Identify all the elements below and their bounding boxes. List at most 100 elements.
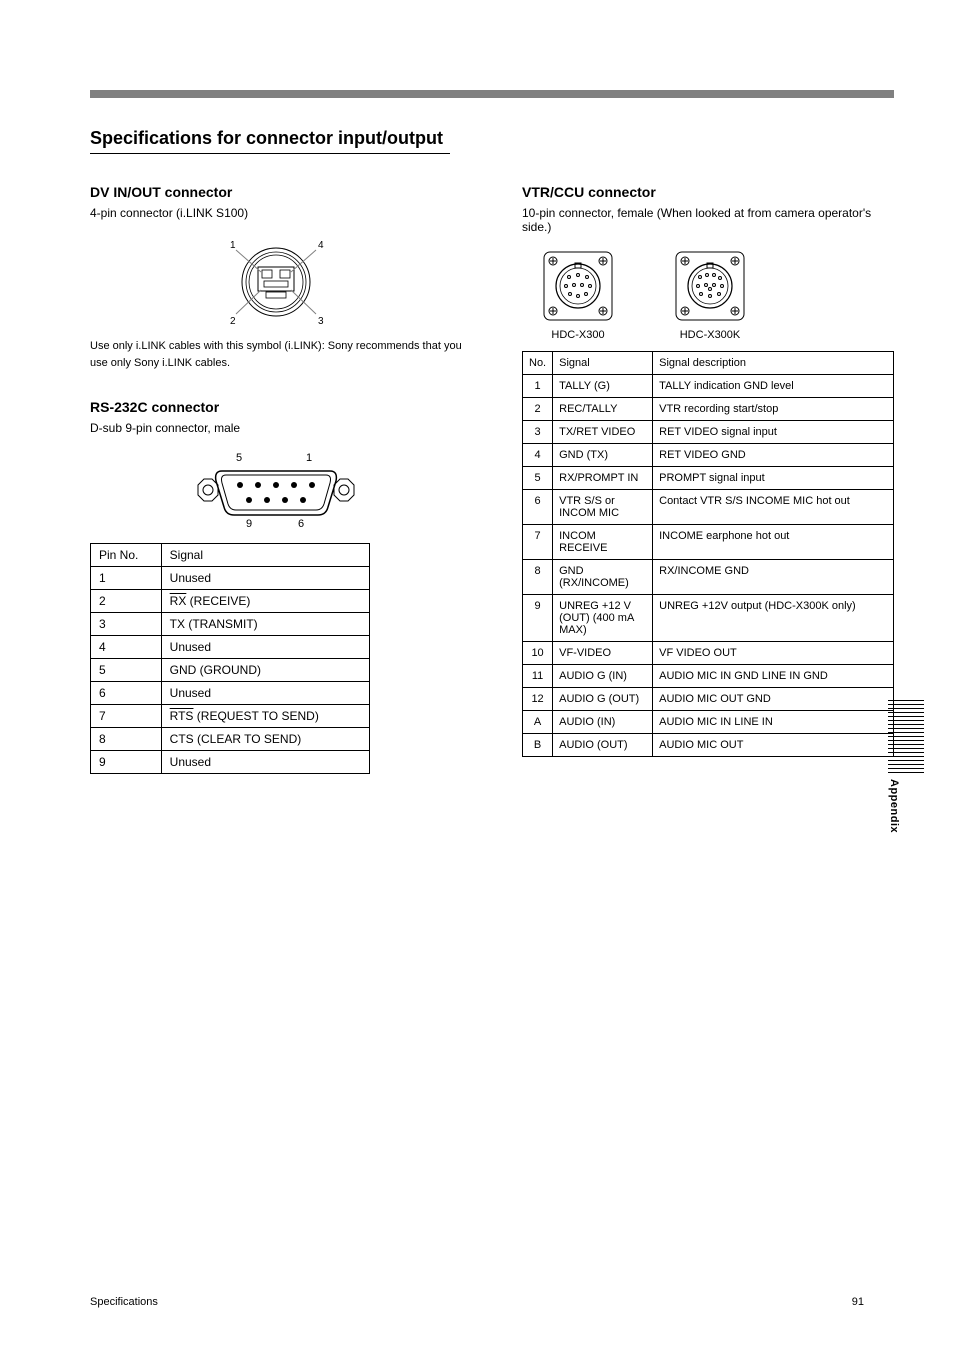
rs232-cell-pin: 2 — [91, 590, 162, 613]
vtr-connector-row: HDC-X300 — [522, 250, 894, 341]
vtr-cell-no: B — [523, 734, 553, 757]
vtr-conn-a-svg — [542, 250, 614, 322]
rs232-cell-pin: 1 — [91, 567, 162, 590]
rs232-label-9: 9 — [246, 518, 252, 530]
rs232-cell-pin: 5 — [91, 659, 162, 682]
footer-right: 91 — [852, 1296, 864, 1308]
rs232-cell-pin: 3 — [91, 613, 162, 636]
vtr-cell-no: 2 — [523, 398, 553, 421]
top-rule — [90, 90, 894, 98]
dv-pin2-label: 2 — [230, 316, 236, 327]
vtr-cell-no: 12 — [523, 688, 553, 711]
footer: Specifications 91 — [90, 1296, 864, 1308]
rs232-cell-signal: RTS (REQUEST TO SEND) — [161, 705, 369, 728]
rs232-cell-pin: 4 — [91, 636, 162, 659]
vtr-cell-signal: VTR S/S or INCOM MIC — [553, 490, 653, 525]
vtr-cell-desc: AUDIO MIC OUT GND — [653, 688, 894, 711]
vtr-cell-desc: PROMPT signal input — [653, 467, 894, 490]
side-tab: Appendix — [888, 700, 924, 833]
rs232-cell-pin: 6 — [91, 682, 162, 705]
vtr-cell-signal: TX/RET VIDEO — [553, 421, 653, 444]
dv-pin4-label: 4 — [318, 240, 324, 251]
vtr-cell-desc: Contact VTR S/S INCOME MIC hot out — [653, 490, 894, 525]
rs232-cell-signal: Unused — [161, 682, 369, 705]
vtr-cell-no: 8 — [523, 560, 553, 595]
footer-left: Specifications — [90, 1296, 158, 1308]
vtr-cell-no: 4 — [523, 444, 553, 467]
vtr-cell-no: 5 — [523, 467, 553, 490]
rs232-label-5: 5 — [236, 452, 242, 464]
dv-pin1-label: 1 — [230, 240, 236, 251]
vtr-cell-signal: AUDIO (IN) — [553, 711, 653, 734]
vtr-conn-b-svg — [674, 250, 746, 322]
vtr-cell-signal: GND (RX/INCOME) — [553, 560, 653, 595]
vtr-cell-desc: VF VIDEO OUT — [653, 642, 894, 665]
rs232-cell-signal: Unused — [161, 567, 369, 590]
vtr-cell-no: 3 — [523, 421, 553, 444]
vtr-cell-signal: REC/TALLY — [553, 398, 653, 421]
vtr-cell-signal: INCOM RECEIVE — [553, 525, 653, 560]
dv-connector-diagram: 1 4 2 3 — [206, 232, 346, 332]
dv-sub: 4-pin connector (i.LINK S100) — [90, 206, 462, 220]
vtr-table: No. Signal Signal description 1TALLY (G)… — [522, 351, 894, 757]
side-tab-stripes — [888, 700, 924, 773]
vtr-cell-signal: AUDIO G (IN) — [553, 665, 653, 688]
rs232-label-1: 1 — [306, 452, 312, 464]
vtr-cell-signal: UNREG +12 V (OUT) (400 mA MAX) — [553, 595, 653, 642]
rs232-sub: D-sub 9-pin connector, male — [90, 421, 462, 435]
vtr-heading: VTR/CCU connector — [522, 184, 894, 200]
vtr-cell-desc: TALLY indication GND level — [653, 375, 894, 398]
rs232-cell-signal: CTS (CLEAR TO SEND) — [161, 728, 369, 751]
section-title: Specifications for connector input/outpu… — [90, 128, 450, 154]
vtr-cell-signal: AUDIO G (OUT) — [553, 688, 653, 711]
dv-note: Use only i.LINK cables with this symbol … — [90, 338, 462, 371]
rs232-cell-signal: RX (RECEIVE) — [161, 590, 369, 613]
vtr-cell-signal: GND (TX) — [553, 444, 653, 467]
rs232-heading: RS-232C connector — [90, 399, 462, 415]
vtr-cell-no: 7 — [523, 525, 553, 560]
side-tab-text: Appendix — [888, 779, 900, 833]
rs232-cell-signal: Unused — [161, 751, 369, 774]
vtr-th-desc: Signal description — [653, 352, 894, 375]
vtr-conn-b: HDC-X300K — [674, 250, 746, 341]
vtr-cell-desc: UNREG +12V output (HDC-X300K only) — [653, 595, 894, 642]
rs232-cell-pin: 7 — [91, 705, 162, 728]
vtr-conn-a: HDC-X300 — [542, 250, 614, 341]
rs232-cell-pin: 8 — [91, 728, 162, 751]
vtr-cell-desc: AUDIO MIC IN LINE IN — [653, 711, 894, 734]
dv-heading: DV IN/OUT connector — [90, 184, 462, 200]
vtr-cell-no: 11 — [523, 665, 553, 688]
vtr-cell-no: 9 — [523, 595, 553, 642]
vtr-cell-no: 1 — [523, 375, 553, 398]
vtr-conn-b-label: HDC-X300K — [674, 329, 746, 341]
vtr-cell-desc: AUDIO MIC IN GND LINE IN GND — [653, 665, 894, 688]
vtr-cell-signal: RX/PROMPT IN — [553, 467, 653, 490]
right-column: VTR/CCU connector 10-pin connector, fema… — [522, 184, 894, 774]
vtr-cell-desc: INCOME earphone hot out — [653, 525, 894, 560]
vtr-th-no: No. — [523, 352, 553, 375]
rs232-th-sig: Signal — [161, 544, 369, 567]
rs232-th-pin: Pin No. — [91, 544, 162, 567]
vtr-cell-no: 6 — [523, 490, 553, 525]
vtr-cell-desc: RET VIDEO signal input — [653, 421, 894, 444]
left-column: DV IN/OUT connector 4-pin connector (i.L… — [90, 184, 462, 774]
rs232-cell-signal: Unused — [161, 636, 369, 659]
vtr-cell-desc: RX/INCOME GND — [653, 560, 894, 595]
rs232-cell-signal: GND (GROUND) — [161, 659, 369, 682]
dv-pin3-label: 3 — [318, 316, 324, 327]
vtr-cell-no: A — [523, 711, 553, 734]
rs232-cell-signal: TX (TRANSMIT) — [161, 613, 369, 636]
vtr-cell-desc: RET VIDEO GND — [653, 444, 894, 467]
rs232-table: Pin No.Signal 1Unused2RX (RECEIVE)3TX (T… — [90, 543, 370, 774]
vtr-conn-a-label: HDC-X300 — [542, 329, 614, 341]
rs232-label-6: 6 — [298, 518, 304, 530]
rs232-diagram: 5 1 9 6 — [176, 447, 376, 537]
vtr-cell-signal: TALLY (G) — [553, 375, 653, 398]
rs232-cell-pin: 9 — [91, 751, 162, 774]
vtr-cell-signal: VF-VIDEO — [553, 642, 653, 665]
vtr-cell-desc: AUDIO MIC OUT — [653, 734, 894, 757]
vtr-cell-signal: AUDIO (OUT) — [553, 734, 653, 757]
vtr-sub: 10-pin connector, female (When looked at… — [522, 206, 894, 234]
vtr-cell-no: 10 — [523, 642, 553, 665]
vtr-th-sig: Signal — [553, 352, 653, 375]
